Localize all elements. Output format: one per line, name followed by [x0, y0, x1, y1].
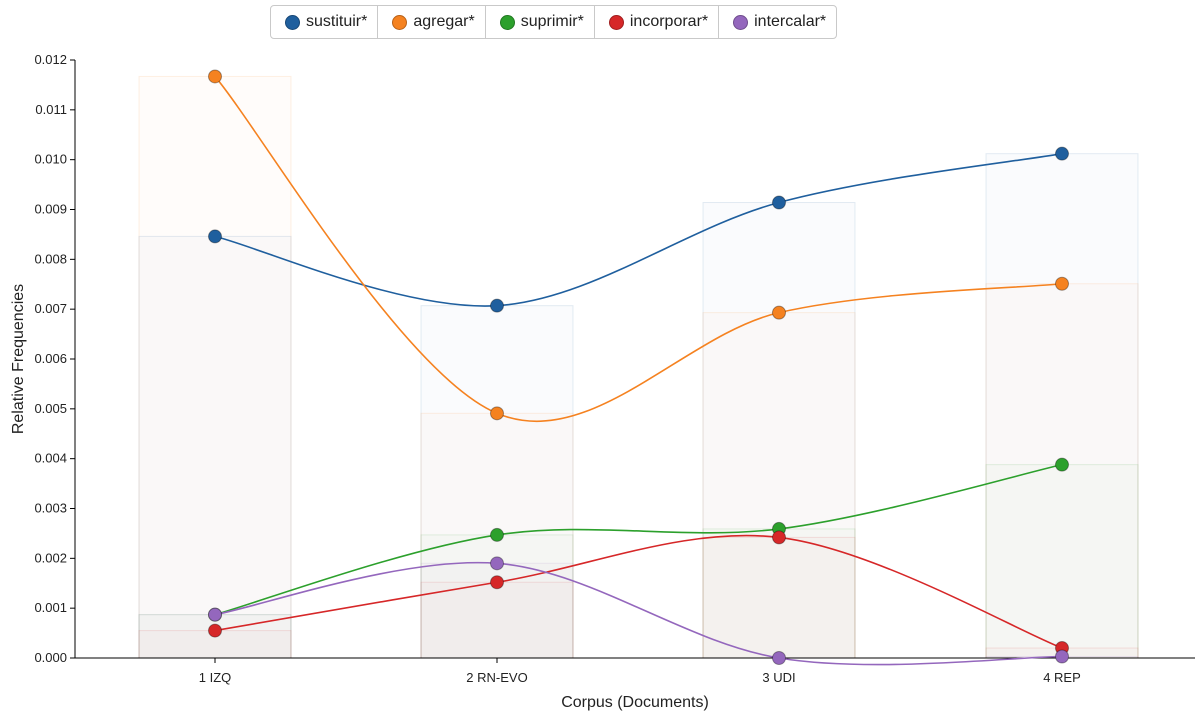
data-point: [1055, 457, 1069, 472]
series-line: [214, 534, 1063, 649]
legend-swatch: [285, 14, 300, 30]
data-point: [1055, 276, 1069, 291]
series-line: [214, 152, 1063, 307]
bar: [138, 235, 292, 659]
y-tick-label: 0.009: [34, 202, 67, 217]
legend-label: agregar*: [413, 13, 475, 30]
y-tick-label: 0.006: [34, 351, 67, 366]
y-tick-label: 0.005: [34, 401, 67, 416]
bar: [702, 536, 856, 659]
bar: [985, 464, 1139, 659]
y-tick-label: 0.012: [34, 52, 67, 67]
legend-item[interactable]: agregar*: [378, 6, 486, 38]
data-point: [1055, 146, 1069, 161]
legend-label: incorporar*: [629, 13, 709, 30]
series-line: [214, 561, 1063, 666]
legend-label: intercalar*: [754, 13, 827, 30]
x-axis-title: Corpus (Documents): [561, 694, 709, 711]
legend-item[interactable]: incorporar*: [595, 6, 720, 38]
x-tick-label: 1 IZQ: [199, 670, 232, 685]
data-point: [772, 305, 786, 320]
data-point: [772, 195, 786, 210]
data-point: [490, 406, 504, 421]
x-tick-label: 2 RN-EVO: [466, 670, 527, 685]
data-point: [208, 607, 222, 622]
bar: [420, 581, 574, 659]
y-tick-label: 0.003: [34, 501, 67, 516]
series-line: [214, 75, 1063, 422]
y-tick-label: 0.001: [34, 600, 67, 615]
legend-item[interactable]: suprimir*: [486, 6, 595, 38]
legend-label: sustituir*: [306, 13, 368, 30]
legend-swatch: [608, 14, 624, 30]
y-tick-label: 0.010: [34, 152, 67, 167]
data-point: [1055, 649, 1069, 664]
data-point: [490, 527, 504, 542]
legend-item[interactable]: intercalar*: [719, 6, 836, 38]
x-tick-label: 4 REP: [1043, 670, 1081, 685]
data-point: [772, 530, 786, 545]
y-tick-label: 0.004: [34, 451, 67, 466]
data-point: [208, 69, 222, 84]
data-point: [208, 229, 222, 244]
data-point: [490, 575, 504, 590]
legend-swatch: [733, 14, 749, 30]
data-point: [208, 623, 222, 638]
x-tick-label: 3 UDI: [762, 670, 795, 685]
legend-swatch: [392, 14, 408, 30]
data-point: [772, 651, 786, 665]
y-axis-title: Relative Frequencies: [10, 284, 27, 434]
y-tick-label: 0.000: [34, 650, 67, 665]
series-line: [214, 463, 1063, 616]
data-point: [490, 556, 504, 571]
y-tick-label: 0.002: [34, 550, 67, 565]
data-point: [490, 298, 504, 313]
y-tick-label: 0.007: [34, 301, 67, 316]
chart-legend: sustituir* agregar* suprimir* incorporar* in…: [270, 5, 838, 39]
legend-item[interactable]: sustituir*: [271, 6, 379, 38]
y-tick-label: 0.008: [34, 251, 67, 266]
legend-swatch: [499, 14, 515, 30]
y-tick-label: 0.011: [35, 102, 67, 117]
legend-label: suprimir*: [520, 13, 584, 30]
